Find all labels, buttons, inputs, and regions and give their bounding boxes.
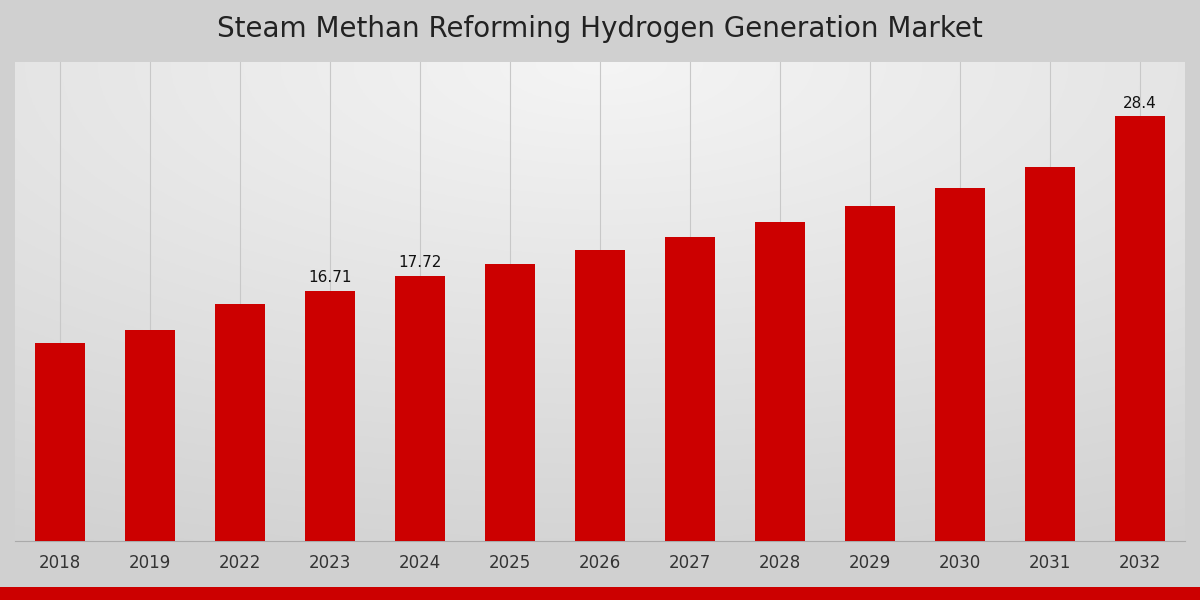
Bar — [485, 264, 535, 541]
Text: 28.4: 28.4 — [1123, 95, 1157, 110]
Bar — [575, 250, 625, 541]
Bar — [665, 237, 715, 541]
Bar — [755, 222, 805, 541]
Text: 16.71: 16.71 — [308, 271, 352, 286]
Bar — [845, 206, 895, 541]
Bar — [935, 188, 985, 541]
Text: 17.72: 17.72 — [398, 256, 442, 271]
Bar — [395, 275, 445, 541]
Bar — [215, 304, 265, 541]
Bar — [1025, 167, 1075, 541]
Bar — [125, 330, 175, 541]
Bar — [35, 343, 85, 541]
Title: Steam Methan Reforming Hydrogen Generation Market: Steam Methan Reforming Hydrogen Generati… — [217, 15, 983, 43]
Bar — [1115, 116, 1165, 541]
Bar — [305, 290, 355, 541]
